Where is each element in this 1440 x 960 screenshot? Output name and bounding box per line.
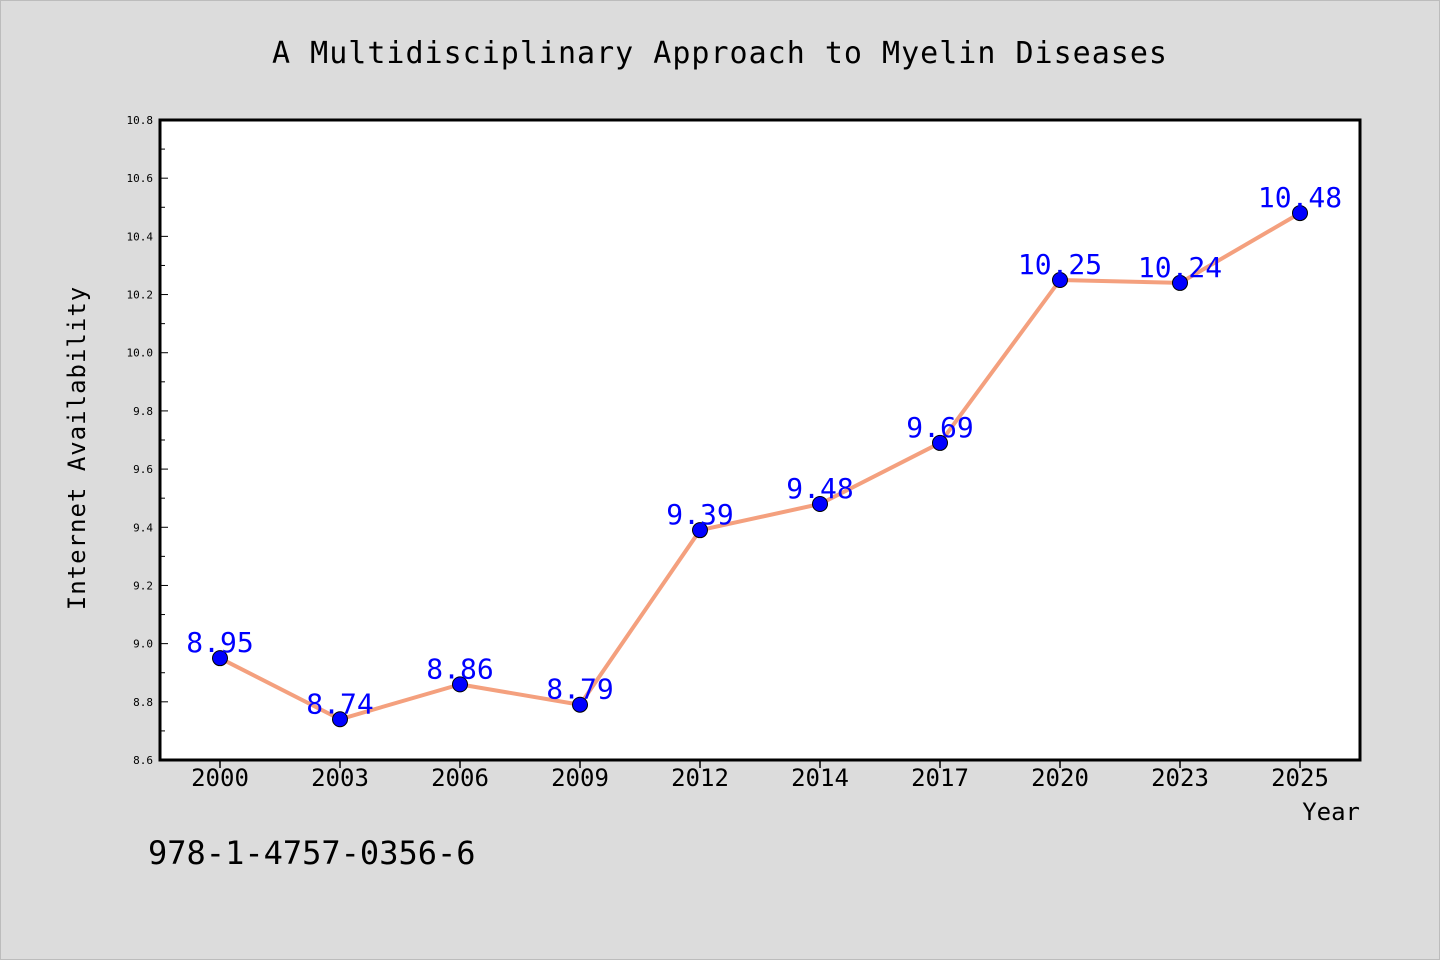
x-tick-label: 2009: [551, 764, 609, 792]
data-label: 8.79: [546, 673, 613, 706]
data-label: 9.69: [906, 411, 973, 444]
data-point: [692, 522, 708, 539]
data-point: [1172, 274, 1188, 291]
data-label: 8.86: [426, 652, 493, 685]
data-point: [572, 696, 588, 713]
data-label: 8.74: [306, 687, 373, 720]
data-label: 10.25: [1018, 248, 1102, 281]
y-tick-label: 10.2: [127, 289, 154, 302]
data-point: [1052, 272, 1068, 288]
x-axis: 2000 2003 2006 2009 2012 2014 2017 2020 2023 2025: [191, 760, 1329, 792]
data-point: [932, 434, 948, 451]
y-tick-label: 10.8: [127, 114, 154, 127]
x-tick-label: 2014: [791, 764, 849, 792]
x-tick-label: 2012: [671, 764, 729, 792]
y-tick-label: 10.6: [127, 172, 154, 185]
y-tick-label: 9.2: [133, 579, 153, 592]
y-axis: 8.6 8.8 9.0 9.2 9.4 9.6 9.8 10.0 10.2 10.4 10.6 10.…: [127, 114, 168, 767]
y-tick-label: 9.6: [133, 463, 153, 476]
y-tick-label: 9.4: [133, 521, 153, 534]
y-tick-label: 8.8: [133, 696, 153, 709]
data-label: 10.24: [1138, 251, 1222, 284]
data-label: 8.95: [186, 626, 253, 659]
data-point: [332, 711, 348, 728]
series-line: [219, 211, 1302, 722]
data-label: 10.48: [1258, 181, 1342, 214]
x-tick-label: 2000: [191, 764, 249, 792]
data-label: 9.48: [786, 472, 853, 505]
plot-area: [158, 118, 1362, 762]
x-tick-label: 2020: [1031, 764, 1089, 792]
x-tick-label: 2025: [1271, 764, 1329, 792]
data-point: [812, 496, 828, 512]
x-tick-label: 2003: [311, 764, 369, 792]
chart-title: A Multidisciplinary Approach to Myelin D…: [272, 36, 1168, 71]
data-point: [1292, 205, 1308, 222]
y-tick-label: 10.0: [127, 347, 154, 360]
x-axis-label: Year: [1302, 798, 1360, 826]
x-tick-label: 2023: [1151, 764, 1209, 792]
y-axis-label: Internet Availability: [63, 286, 91, 610]
footer-isbn: 978-1-4757-0356-6: [148, 834, 476, 872]
y-tick-label: 9.0: [133, 638, 153, 651]
data-label: 9.39: [666, 498, 733, 531]
y-tick-label: 9.8: [133, 405, 153, 418]
data-point: [212, 650, 228, 667]
y-tick-label: 8.6: [133, 754, 153, 767]
x-tick-label: 2006: [431, 764, 489, 792]
data-point: [452, 676, 468, 693]
series-1: 8.95 8.74 8.86 8.79 9.39 9.48 9.69 10.25 10.24 10…: [186, 181, 1342, 728]
y-tick-label: 10.4: [127, 230, 154, 243]
x-tick-label: 2017: [911, 764, 969, 792]
